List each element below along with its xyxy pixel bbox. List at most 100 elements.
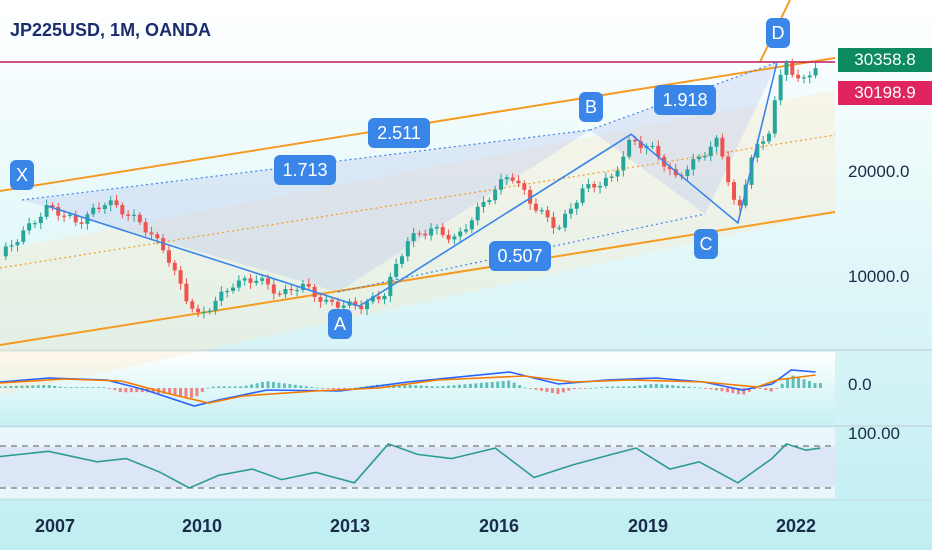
macd-histogram-bar bbox=[282, 383, 286, 388]
candle-body bbox=[161, 238, 166, 251]
candle-body bbox=[766, 133, 771, 142]
macd-histogram-bar bbox=[687, 386, 691, 388]
macd-histogram-bar bbox=[140, 388, 144, 393]
candle-body bbox=[656, 145, 661, 157]
macd-histogram-bar bbox=[627, 386, 631, 388]
macd-histogram-bar bbox=[425, 385, 429, 388]
macd-histogram-bar bbox=[550, 388, 554, 393]
candle-body bbox=[376, 296, 381, 300]
candle-body bbox=[592, 184, 597, 188]
macd-histogram-bar bbox=[507, 380, 511, 388]
candle-body bbox=[73, 214, 78, 223]
candle-body bbox=[370, 296, 375, 302]
macd-histogram-bar bbox=[162, 388, 166, 394]
rsi-line bbox=[0, 442, 821, 489]
macd-histogram-bar bbox=[802, 379, 806, 388]
candle-body bbox=[446, 234, 451, 240]
macd-histogram-bar bbox=[720, 388, 724, 392]
macd-histogram-bar bbox=[261, 382, 265, 388]
candle-body bbox=[295, 289, 300, 292]
candle-body bbox=[796, 74, 801, 79]
macd-histogram-bar bbox=[490, 381, 494, 388]
macd-layer bbox=[0, 369, 822, 407]
candle-body bbox=[452, 236, 457, 240]
candle-body bbox=[277, 293, 282, 295]
macd-histogram-bar bbox=[665, 384, 669, 388]
candle-body bbox=[761, 141, 766, 144]
candle-body bbox=[300, 283, 305, 290]
macd-histogram-bar bbox=[430, 386, 434, 388]
candle-body bbox=[231, 287, 236, 291]
x-axis-label: 2013 bbox=[329, 516, 371, 536]
xabcd-pattern-line bbox=[48, 63, 778, 308]
macd-histogram-bar bbox=[447, 385, 451, 388]
candle-body bbox=[382, 295, 387, 300]
macd-histogram-bar bbox=[277, 382, 281, 388]
candle-body bbox=[283, 288, 288, 295]
candle-body bbox=[603, 177, 608, 186]
candle-body bbox=[737, 199, 742, 206]
macd-histogram-bar bbox=[129, 388, 133, 393]
macd-line bbox=[0, 369, 816, 407]
macd-histogram-bar bbox=[496, 381, 500, 388]
macd-histogram-bar bbox=[676, 385, 680, 388]
candle-body bbox=[335, 301, 340, 308]
candle-body bbox=[469, 220, 474, 230]
macd-histogram-bar bbox=[556, 388, 560, 395]
candle-body bbox=[341, 305, 346, 308]
candle-body bbox=[714, 137, 719, 147]
candle-body bbox=[580, 188, 585, 203]
candle-body bbox=[289, 288, 294, 291]
rsi-axis-label: 100.00 bbox=[848, 424, 900, 443]
macd-histogram-bar bbox=[457, 384, 461, 388]
macd-histogram-bar bbox=[69, 387, 73, 388]
macd-histogram-bar bbox=[529, 388, 533, 389]
candle-body bbox=[178, 270, 183, 284]
xab-triangle bbox=[22, 130, 590, 292]
macd-histogram-bar bbox=[622, 386, 626, 388]
channel-mid bbox=[0, 134, 836, 269]
ratio-label-bd: 1.918 bbox=[654, 85, 716, 115]
macd-histogram-bar bbox=[512, 382, 516, 388]
candle-body bbox=[265, 278, 270, 285]
macd-histogram-bar bbox=[468, 383, 472, 388]
candle-body bbox=[749, 157, 754, 185]
candle-body bbox=[405, 241, 410, 257]
candle-body bbox=[120, 205, 125, 215]
candle-body bbox=[126, 214, 131, 216]
macd-histogram-bar bbox=[31, 385, 35, 388]
candle-body bbox=[598, 185, 603, 188]
candle-body bbox=[38, 216, 43, 224]
candle-body bbox=[423, 233, 428, 236]
candle-body bbox=[481, 201, 486, 207]
x-axis-label: 2022 bbox=[775, 516, 817, 536]
candle-body bbox=[621, 156, 626, 171]
pattern-point-d: D bbox=[766, 18, 790, 48]
macd-histogram-bar bbox=[616, 386, 620, 388]
candle-body bbox=[62, 215, 67, 217]
macd-histogram-bar bbox=[441, 386, 445, 388]
macd-histogram-bar bbox=[611, 386, 615, 388]
x-axis-label: 2010 bbox=[181, 516, 223, 536]
macd-histogram-bar bbox=[753, 388, 757, 390]
ratio-label-xb: 1.713 bbox=[274, 155, 336, 185]
pattern-point-x: X bbox=[10, 160, 34, 190]
macd-histogram-bar bbox=[813, 382, 817, 388]
macd-histogram-bar bbox=[567, 388, 571, 391]
candle-body bbox=[790, 62, 795, 75]
candle-body bbox=[772, 100, 777, 134]
signal-line bbox=[0, 374, 816, 404]
macd-histogram-bar bbox=[255, 383, 259, 388]
price-tag-upper: 30358.8 bbox=[838, 48, 932, 72]
macd-histogram-bar bbox=[572, 388, 576, 390]
candle-body bbox=[417, 233, 422, 235]
candle-body bbox=[685, 169, 690, 177]
macd-histogram-bar bbox=[315, 387, 319, 389]
macd-histogram-bar bbox=[638, 385, 642, 388]
candle-body bbox=[411, 233, 416, 242]
macd-histogram-bar bbox=[113, 388, 117, 391]
macd-histogram-bar bbox=[53, 385, 57, 388]
macd-histogram-bar bbox=[222, 386, 226, 388]
candle-body bbox=[102, 205, 107, 210]
